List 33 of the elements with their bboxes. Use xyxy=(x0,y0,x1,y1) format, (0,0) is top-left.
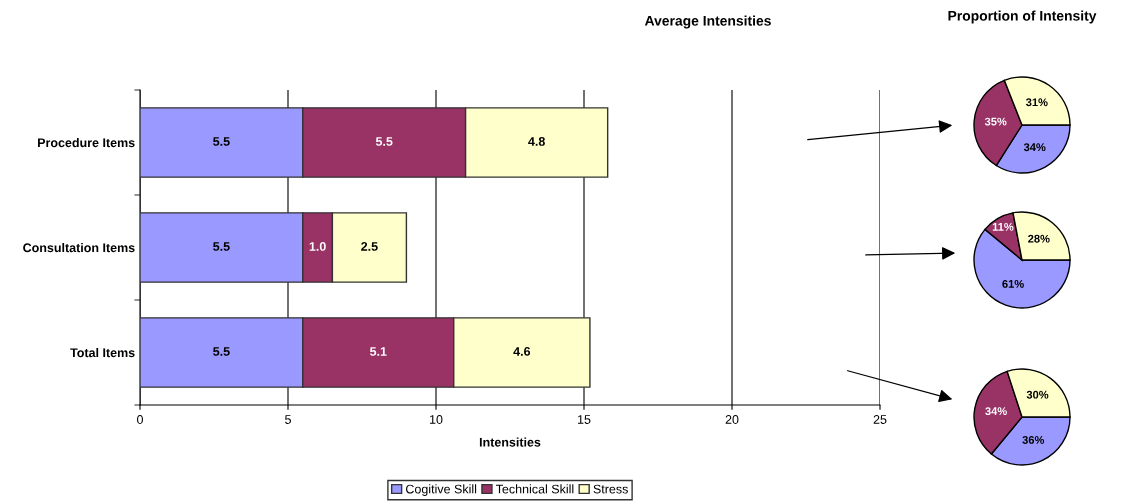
data-label: 34% xyxy=(985,407,1007,416)
data-label: 36% xyxy=(1022,436,1045,444)
y-tick-label: Procedure Items xyxy=(38,137,135,148)
data-label: 61% xyxy=(1002,279,1024,288)
text: 5.5 xyxy=(213,242,230,251)
text: 5.5 xyxy=(213,347,230,356)
legend-label: Stress xyxy=(593,484,628,494)
text: 5.5 xyxy=(213,137,230,146)
data-label: 28% xyxy=(1028,234,1050,243)
text: 2.5 xyxy=(361,242,378,251)
legend-label: Technical Skill xyxy=(495,484,574,494)
y-tick-label: Total Items xyxy=(70,347,135,358)
data-label: 34% xyxy=(1023,143,1046,152)
chart-title: Proportion of Intensity xyxy=(948,10,1097,24)
x-tick-label: 20 xyxy=(725,415,739,424)
x-axis-title: Intensities xyxy=(479,437,541,447)
x-tick-label: 25 xyxy=(873,415,887,424)
text: 1.0 xyxy=(309,242,326,251)
x-tick-label: 15 xyxy=(578,415,591,424)
text: 4.8 xyxy=(528,137,545,146)
data-label: 35% xyxy=(984,117,1007,126)
text: 5.1 xyxy=(369,347,387,356)
chart-title: Average Intensities xyxy=(644,15,771,29)
x-tick-label: 0 xyxy=(137,415,143,424)
text: 5.5 xyxy=(375,137,393,146)
y-tick-label: Consultation Items xyxy=(23,242,135,253)
data-label: 11% xyxy=(992,222,1014,231)
x-tick-label: 10 xyxy=(430,415,443,424)
x-tick-label: 5 xyxy=(285,415,291,424)
data-label: 30% xyxy=(1026,390,1049,399)
data-label: 31% xyxy=(1025,98,1048,107)
legend-label: Cogitive Skill xyxy=(406,484,477,496)
text: 4.6 xyxy=(513,347,531,356)
